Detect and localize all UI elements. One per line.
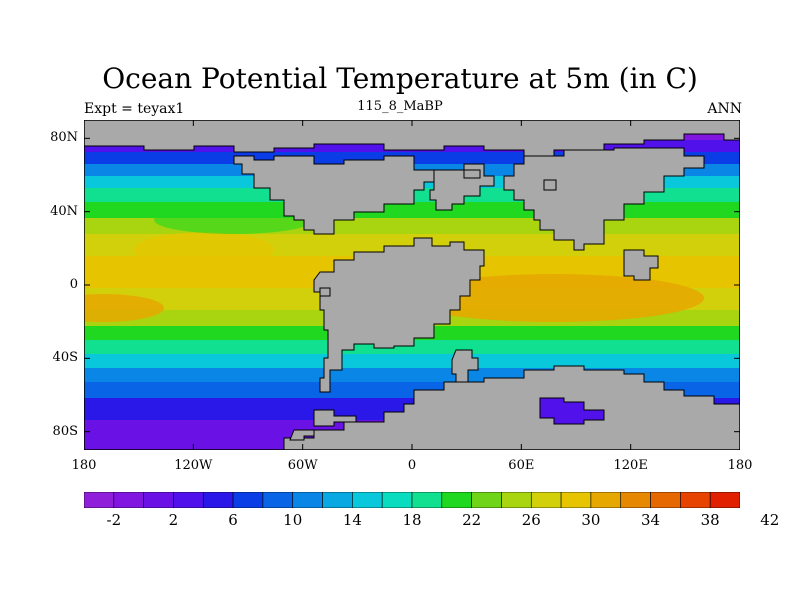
color-swatch — [560, 492, 592, 508]
color-legend-label: 26 — [521, 511, 541, 529]
africa-south-america-land — [313, 237, 485, 393]
lat-tick-label: 80S — [52, 423, 78, 439]
color-swatch — [143, 492, 174, 508]
color-swatch — [292, 492, 323, 508]
map-title: Ocean Potential Temperature at 5m (in C) — [102, 62, 698, 95]
color-legend-label: -2 — [106, 511, 122, 529]
time-label: 115_8_MaBP — [357, 99, 443, 114]
color-swatch — [620, 492, 651, 508]
color-legend — [84, 492, 740, 508]
color-legend-label: 22 — [462, 511, 482, 529]
color-swatch — [501, 492, 532, 508]
australia-land — [623, 249, 659, 281]
color-swatch — [262, 492, 294, 508]
lon-tick-label: 180 — [71, 458, 97, 473]
asia-land — [503, 147, 705, 251]
north-america-land — [233, 155, 435, 235]
color-legend-label: 2 — [168, 511, 179, 529]
lat-tick-label: 80N — [50, 130, 78, 146]
experiment-label: Expt = teyax1 — [84, 101, 185, 117]
color-legend-label: 6 — [228, 511, 238, 529]
antarctic-island-b — [289, 429, 315, 441]
lat-tick-label: 40S — [52, 350, 78, 366]
color-swatch — [352, 492, 383, 508]
lon-tick-label: 180 — [727, 458, 753, 473]
temperature-map — [84, 120, 740, 450]
color-swatch — [590, 492, 622, 508]
color-legend-label: 38 — [700, 511, 720, 529]
color-legend-label: 14 — [342, 511, 362, 529]
cold-patch — [539, 397, 605, 425]
color-swatch — [680, 492, 711, 508]
north-polar-land — [84, 120, 740, 157]
west-island — [319, 287, 331, 297]
color-legend-label: 42 — [760, 511, 780, 529]
antarctic-island-a — [313, 409, 357, 427]
color-legend-label: 18 — [402, 511, 422, 529]
north-island-a — [463, 169, 481, 179]
antarctica-land — [283, 365, 740, 450]
color-legend-label: 30 — [581, 511, 601, 529]
color-legend-label: 10 — [283, 511, 303, 529]
color-swatch — [709, 492, 740, 508]
color-swatch — [202, 492, 234, 508]
lon-tick-label: 120E — [613, 458, 648, 473]
lon-tick-label: 60E — [508, 458, 535, 473]
color-swatch — [530, 492, 562, 508]
north-island-b — [543, 179, 557, 191]
color-swatch — [471, 492, 502, 508]
lat-tick-label: 40N — [50, 203, 78, 219]
color-swatch — [411, 492, 443, 508]
color-swatch — [113, 492, 144, 508]
lon-tick-label: 120W — [174, 458, 213, 473]
color-swatch — [381, 492, 413, 508]
lon-tick-label: 0 — [407, 458, 417, 473]
lat-tick-label: 0 — [69, 277, 78, 292]
madagascar-land — [451, 349, 479, 383]
color-swatch — [232, 492, 264, 508]
season-label: ANN — [707, 101, 742, 117]
color-swatch — [650, 492, 681, 508]
color-legend-label: 34 — [640, 511, 661, 529]
color-swatch — [173, 492, 204, 508]
lon-tick-label: 60W — [287, 458, 318, 473]
color-swatch — [322, 492, 353, 508]
color-swatch — [441, 492, 472, 508]
land-masses — [84, 120, 740, 450]
color-swatch — [84, 492, 115, 508]
